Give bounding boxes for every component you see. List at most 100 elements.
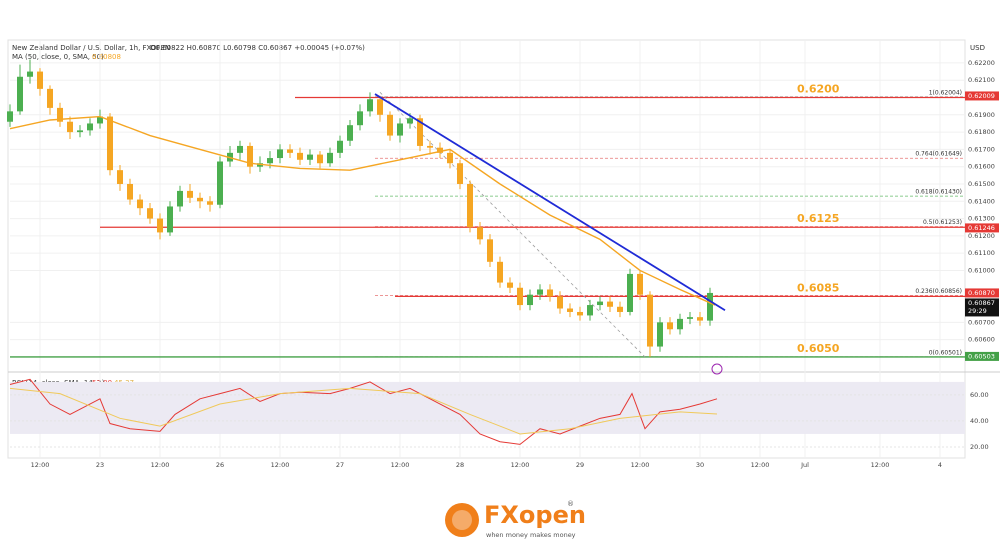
level-label: 0.6200 xyxy=(797,83,840,96)
candle-body xyxy=(17,76,23,112)
candle-body xyxy=(647,294,653,347)
candle-body xyxy=(497,261,503,283)
candle-body xyxy=(677,318,683,330)
candle-body xyxy=(77,130,83,133)
y-tick-label: 0.61600 xyxy=(968,163,995,171)
level-label: 0.6125 xyxy=(797,212,839,225)
candle-body xyxy=(657,322,663,347)
candle-body xyxy=(567,308,573,312)
logo-icon xyxy=(445,503,479,537)
x-tick-label: 12:00 xyxy=(631,461,650,469)
y-tick-label: 0.61100 xyxy=(968,249,995,257)
x-tick-label: 12:00 xyxy=(751,461,770,469)
fib-label: 0.618(0.61430) xyxy=(915,189,962,196)
y-tick-label: 0.61500 xyxy=(968,180,995,188)
candle-body xyxy=(427,145,433,148)
y-tick-label: 0.61000 xyxy=(968,266,995,274)
level-label: 0.6050 xyxy=(797,342,840,355)
candle-body xyxy=(117,170,123,184)
candle-body xyxy=(527,294,533,306)
rsi-tick-label: 20.00 xyxy=(970,443,989,451)
rsi-tick-label: 60.00 xyxy=(970,391,989,399)
trendline xyxy=(374,93,726,312)
candle-body xyxy=(277,149,283,159)
candle-body xyxy=(637,273,643,295)
logo-icon-inner xyxy=(452,510,472,530)
y-tick-label: 0.61900 xyxy=(968,111,995,119)
candle-body xyxy=(477,227,483,240)
fib-diagonal xyxy=(379,92,646,358)
candle-body xyxy=(237,145,243,153)
candle-body xyxy=(57,107,63,122)
x-tick-label: 26 xyxy=(216,461,224,469)
y-tick-label: 0.61700 xyxy=(968,145,995,153)
ma-line xyxy=(9,115,716,306)
candle-body xyxy=(347,125,353,141)
candle-body xyxy=(537,289,543,295)
x-tick-label: 12:00 xyxy=(151,461,170,469)
x-tick-label: Jul xyxy=(800,461,809,469)
candle-body xyxy=(587,305,593,316)
candle-body xyxy=(437,147,443,153)
rsi-tick-label: 40.00 xyxy=(970,417,989,425)
fib-label: 1(0.62004) xyxy=(929,89,962,96)
currency: USD xyxy=(970,44,985,52)
price-tag xyxy=(965,298,999,317)
candle-body xyxy=(137,199,143,209)
candle-body xyxy=(397,123,403,136)
candle-body xyxy=(67,121,73,133)
price-tag-label: 0.62009 xyxy=(968,92,995,100)
price-tag xyxy=(965,91,999,101)
candle-body xyxy=(197,197,203,202)
x-tick-label: 23 xyxy=(96,461,104,469)
y-tick-label: 0.60600 xyxy=(968,336,995,344)
x-tick-label: 28 xyxy=(456,461,464,469)
price-tag xyxy=(965,288,999,298)
price-tag xyxy=(965,351,999,361)
candle-body xyxy=(697,317,703,321)
candle-body xyxy=(297,152,303,160)
candle-body xyxy=(27,71,33,77)
rsi-line xyxy=(9,387,718,435)
candle-body xyxy=(217,161,223,205)
candle-body xyxy=(377,99,383,115)
candle-body xyxy=(367,99,373,112)
candle-body xyxy=(307,154,313,160)
candle-body xyxy=(37,71,43,89)
candle-body xyxy=(87,123,93,131)
x-tick-label: 4 xyxy=(938,461,942,469)
rsi-line xyxy=(9,378,718,445)
candle-body xyxy=(597,301,603,306)
ma-name: MA (50, close, 0, SMA, 50) xyxy=(12,53,104,61)
y-tick-label: 0.61800 xyxy=(968,128,995,136)
x-tick-label: 12:00 xyxy=(871,461,890,469)
candle-body xyxy=(667,322,673,330)
candle-body xyxy=(607,301,613,307)
candle-body xyxy=(167,206,173,233)
candle-body xyxy=(177,190,183,207)
x-tick-label: 12:00 xyxy=(31,461,50,469)
candle-body xyxy=(557,296,563,309)
y-tick-label: 0.61200 xyxy=(968,232,995,240)
candle-body xyxy=(417,118,423,146)
x-tick-label: 12:00 xyxy=(391,461,410,469)
x-tick-label: 30 xyxy=(696,461,704,469)
candle-body xyxy=(577,311,583,316)
candle-body xyxy=(327,152,333,164)
candle-body xyxy=(107,116,113,171)
x-tick-label: 27 xyxy=(336,461,344,469)
quote: O0.60822 H0.60870 L0.60798 C0.60867 +0.0… xyxy=(150,44,365,52)
logo-mark: ® xyxy=(567,500,574,508)
rsi-band xyxy=(10,381,965,434)
candle-body xyxy=(467,183,473,228)
y-tick-label: 0.60700 xyxy=(968,318,995,326)
candle-body xyxy=(7,111,13,122)
candle-body xyxy=(247,145,253,167)
chart-title: New Zealand Dollar / U.S. Dollar, 1h, FX… xyxy=(12,44,170,52)
candle-body xyxy=(337,140,343,153)
candle-body xyxy=(127,183,133,200)
ma-last: 0.60808 xyxy=(92,53,121,61)
candle-body xyxy=(707,292,713,321)
candle-body xyxy=(517,287,523,306)
